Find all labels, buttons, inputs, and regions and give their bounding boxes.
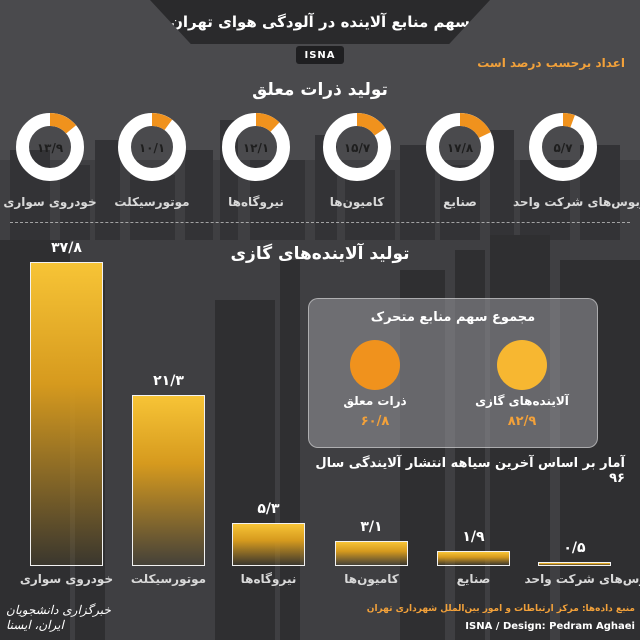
particles-donut: ۱۷/۸: [426, 113, 494, 181]
bar-category-label: خودروی سواری: [19, 572, 114, 586]
source-credit: منبع داده‌ها: مرکز ارتباطات و امور بین‌ا…: [366, 604, 635, 614]
bar: [132, 394, 205, 566]
donut-slice: [323, 113, 391, 181]
bar-category-label: صنایع: [456, 572, 491, 586]
particles-donut: ۱۳/۹: [16, 113, 84, 181]
particles-donut: ۵/۷: [529, 113, 597, 181]
bar: [538, 561, 611, 566]
donut-value-label: ۱۷/۸: [447, 141, 474, 155]
bar-category-label: اتوبوس‌های شرکت واحد: [524, 572, 640, 586]
particles-total-circle: [350, 340, 400, 390]
particles-total-label: ذرات معلق: [343, 394, 407, 408]
bar-value-label: ۳۷/۸: [51, 240, 82, 256]
donut-value-label: ۱۵/۷: [344, 141, 371, 155]
bar: [30, 262, 103, 566]
gases-section-title: تولید آلاینده‌های گازی: [230, 244, 410, 264]
donut-slice: [529, 113, 597, 181]
gaseous-total-circle: [497, 340, 547, 390]
bar-value-label: ۵/۳: [257, 501, 280, 518]
particles-total-value: ۶۰/۸: [360, 414, 390, 429]
particles-donut: ۱۰/۱: [118, 113, 186, 181]
data-footnote: آمار بر اساس آخرین سیاهه انتشار آلایندگی…: [315, 456, 625, 486]
bar-category-label: کامیون‌ها: [344, 572, 399, 586]
donut-category-label: نیروگاه‌ها: [228, 195, 284, 209]
donut-category-label: کامیون‌ها: [329, 195, 385, 209]
donut-value-label: ۵/۷: [553, 141, 573, 155]
donut-slice: [16, 113, 84, 181]
bar: [437, 550, 510, 566]
donut-value-label: ۱۰/۱: [139, 141, 165, 155]
bar-value-label: ۰/۵: [563, 539, 586, 556]
donut-category-label: صنایع: [443, 195, 477, 209]
bar: [232, 523, 305, 566]
donut-category-label: اتوبوس‌های شرکت واحد: [513, 195, 640, 209]
particles-section-title: تولید ذرات معلق: [252, 80, 388, 100]
donut-value-label: ۱۲/۱: [243, 141, 269, 155]
particles-donut: ۱۲/۱: [222, 113, 290, 181]
donut-slice: [222, 113, 290, 181]
donut-category-label: موتورسیکلت: [114, 195, 190, 209]
page-title: سهم منابع آلاینده در آلودگی هوای تهران: [150, 0, 490, 44]
bar-category-label: موتورسیکلت: [130, 572, 207, 586]
donut-slice: [426, 113, 494, 181]
gaseous-total-value: ۸۲/۹: [507, 414, 537, 429]
design-credit: ISNA / Design: Pedram Aghaei: [465, 621, 635, 632]
section-divider: [10, 222, 630, 223]
donut-value-label: ۱۳/۹: [37, 141, 64, 155]
particles-donut: ۱۵/۷: [323, 113, 391, 181]
bar: [335, 541, 408, 566]
bar-category-label: نیروگاه‌ها: [240, 572, 297, 586]
donut-slice: [118, 113, 186, 181]
unit-note: اعداد برحسب درصد است: [477, 56, 625, 70]
agency-logo: خبرگزاری دانشجویان ایران، ایسنا: [6, 603, 111, 632]
bar-value-label: ۲۱/۳: [153, 372, 184, 389]
bar-value-label: ۳/۱: [360, 519, 383, 536]
agency-badge: ISNA: [296, 46, 344, 64]
bar-value-label: ۱/۹: [462, 528, 485, 545]
donut-category-label: خودروی سواری: [3, 195, 97, 209]
mobile-sources-total-title: مجموع سهم منابع متحرک: [370, 310, 536, 325]
gaseous-total-label: آلاینده‌های گازی: [475, 394, 569, 408]
